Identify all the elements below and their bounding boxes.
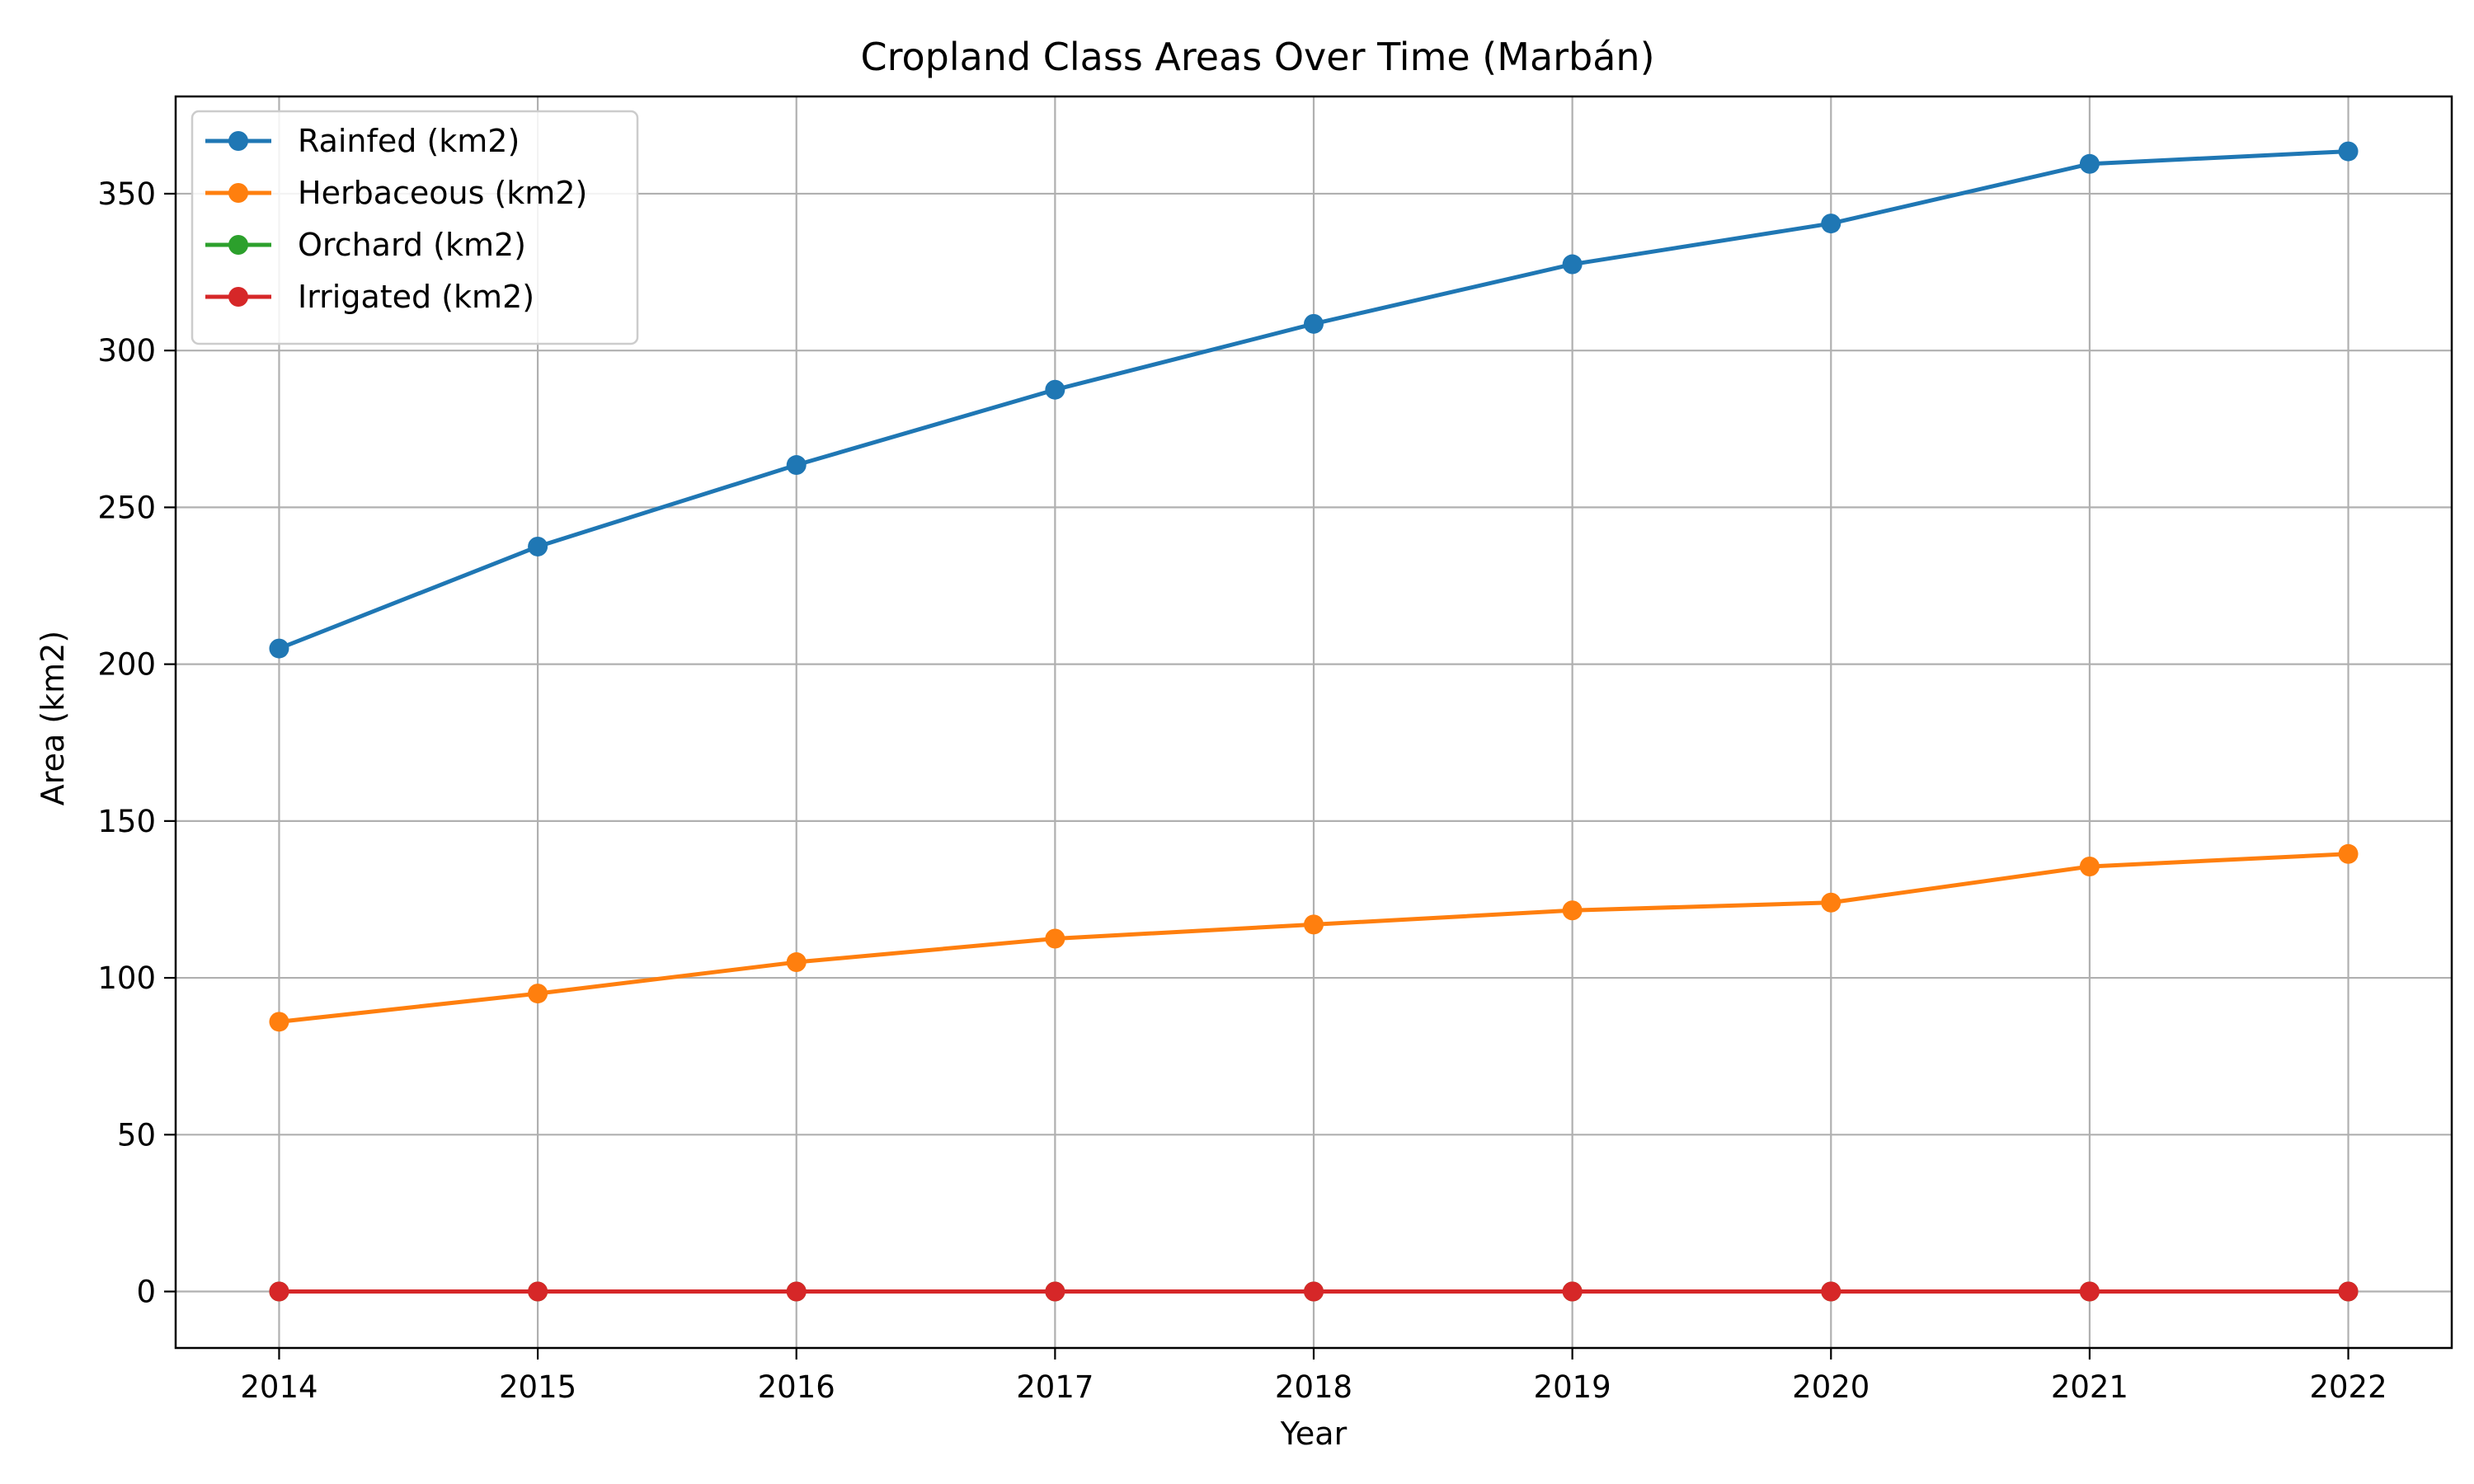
legend-item-irrigated: Irrigated (km2)	[205, 279, 534, 315]
data-point-herbaceous	[269, 1012, 289, 1032]
legend-swatch-marker	[228, 287, 248, 307]
legend-item-rainfed: Rainfed (km2)	[205, 123, 520, 159]
x-tick-label: 2015	[499, 1369, 576, 1405]
series-herbaceous	[269, 843, 2359, 1032]
data-point-herbaceous	[1045, 928, 1065, 949]
data-point-rainfed	[1821, 214, 1841, 234]
data-point-irrigated	[1562, 1281, 1583, 1302]
data-point-rainfed	[2079, 153, 2100, 174]
legend-swatch-marker	[228, 131, 248, 151]
data-point-irrigated	[786, 1281, 807, 1302]
data-point-herbaceous	[2079, 857, 2100, 877]
legend-label: Irrigated (km2)	[298, 279, 534, 315]
data-point-rainfed	[786, 455, 807, 476]
y-tick-label: 0	[136, 1275, 156, 1310]
y-axis-label: Area (km2)	[35, 631, 71, 805]
x-axis-label: Year	[1280, 1416, 1348, 1452]
x-tick-label: 2016	[758, 1369, 835, 1405]
legend-label: Orchard (km2)	[298, 227, 526, 263]
series-rainfed	[269, 141, 2359, 659]
y-tick-label: 350	[97, 176, 156, 212]
data-point-rainfed	[269, 638, 289, 659]
data-point-herbaceous	[1562, 900, 1583, 921]
x-tick-label: 2021	[2051, 1369, 2128, 1405]
data-point-irrigated	[1821, 1281, 1841, 1302]
data-point-rainfed	[1304, 313, 1324, 334]
data-point-irrigated	[2079, 1281, 2100, 1302]
legend-swatch-marker	[228, 235, 248, 255]
legend-item-herbaceous: Herbaceous (km2)	[205, 175, 587, 211]
data-point-irrigated	[1304, 1281, 1324, 1302]
series-layer	[269, 141, 2359, 1302]
data-point-rainfed	[528, 536, 548, 556]
data-point-irrigated	[528, 1281, 548, 1302]
data-point-rainfed	[1045, 379, 1065, 400]
chart-title: Cropland Class Areas Over Time (Marbán)	[860, 35, 1654, 79]
y-tick-label: 250	[97, 490, 156, 525]
data-point-irrigated	[1045, 1281, 1065, 1302]
data-point-rainfed	[1562, 254, 1583, 275]
y-tick-label: 200	[97, 647, 156, 683]
x-tick-label: 2014	[240, 1369, 317, 1405]
legend-label: Rainfed (km2)	[298, 123, 520, 159]
legend-box	[190, 110, 639, 345]
data-point-herbaceous	[1821, 892, 1841, 913]
legend-label: Herbaceous (km2)	[298, 175, 587, 211]
x-tick-label: 2020	[1792, 1369, 1870, 1405]
data-point-irrigated	[269, 1281, 289, 1302]
x-tick-label: 2017	[1016, 1369, 1094, 1405]
y-tick-label: 100	[97, 960, 156, 996]
legend-swatch-marker	[228, 183, 248, 203]
data-point-herbaceous	[786, 952, 807, 973]
data-point-irrigated	[2338, 1281, 2359, 1302]
axis-ticks: 2014 2015 2016 2017 2018 2019 2020 2021 2022 0 50 1…	[97, 176, 2387, 1405]
y-tick-label: 50	[117, 1117, 156, 1153]
x-tick-label: 2018	[1275, 1369, 1352, 1405]
x-tick-label: 2022	[2309, 1369, 2387, 1405]
data-point-herbaceous	[2338, 843, 2359, 864]
data-point-herbaceous	[528, 984, 548, 1004]
y-tick-label: 300	[97, 333, 156, 369]
y-tick-label: 150	[97, 804, 156, 839]
series-irrigated	[269, 1281, 2359, 1302]
data-point-rainfed	[2338, 141, 2359, 162]
legend: Rainfed (km2) Herbaceous (km2) Orchard (km…	[190, 110, 639, 345]
data-point-herbaceous	[1304, 914, 1324, 935]
legend-item-orchard: Orchard (km2)	[205, 227, 526, 263]
x-tick-label: 2019	[1534, 1369, 1611, 1405]
